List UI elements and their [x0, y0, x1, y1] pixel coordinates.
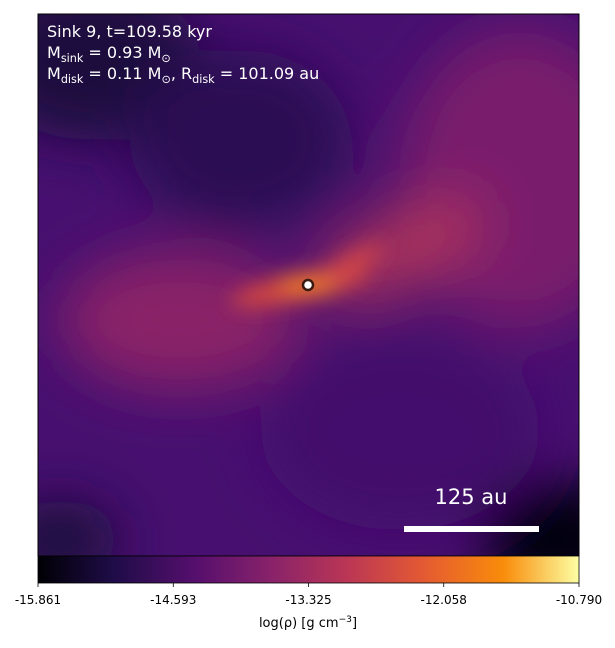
text-segment: Sink 9, t=109.58 kyr: [47, 22, 212, 41]
colorbar-label: log(ρ) [g cm−3​]: [259, 615, 357, 631]
annotation: Mdisk​ = 0.11 M⊙​, Rdisk​ = 101.09 au: [47, 64, 319, 86]
text-segment: = 0.93 M: [83, 43, 161, 62]
subscript: disk: [61, 73, 84, 86]
text-segment: M: [47, 43, 61, 62]
tick-label: -15.861: [15, 593, 61, 607]
text-segment: ]: [352, 616, 357, 631]
scalebar: [404, 526, 539, 532]
tick-label: -12.058: [421, 593, 467, 607]
text-segment: log(ρ) [g cm: [259, 616, 339, 631]
text-segment: = 0.11 M: [83, 64, 161, 83]
subscript: ⊙: [161, 52, 170, 65]
subscript: ⊙: [161, 73, 170, 86]
annotation: Sink 9, t=109.58 kyr: [47, 22, 212, 41]
tick-label: -14.593: [150, 593, 196, 607]
text-segment: = 101.09 au: [215, 64, 320, 83]
text-segment: M: [47, 64, 61, 83]
colorbar-ticks: -15.861 -14.593 -13.325 -12.058 -10.790: [15, 583, 602, 607]
subscript: sink: [61, 52, 84, 65]
tick-label: -13.325: [285, 593, 331, 607]
colorbar: [37, 555, 580, 584]
text-segment: , R: [171, 64, 192, 83]
tick-label: -10.790: [556, 593, 602, 607]
superscript: −3: [339, 615, 353, 625]
subscript: disk: [192, 73, 215, 86]
annotation: Msink​ = 0.93 M⊙​: [47, 43, 171, 65]
scalebar-label: 125 au: [435, 485, 508, 509]
sink-marker: [301, 278, 315, 292]
